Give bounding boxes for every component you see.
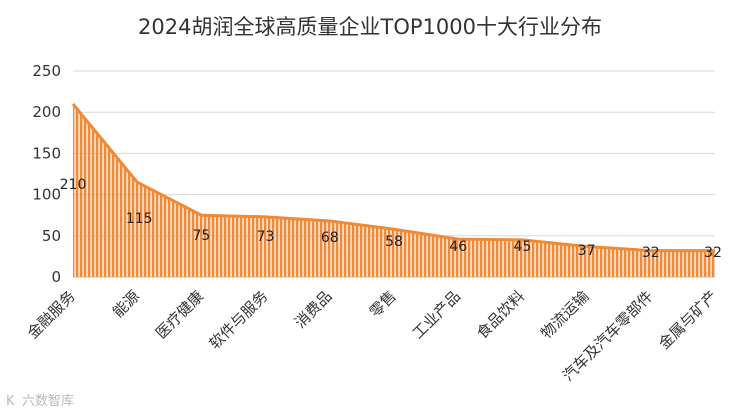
x-tick-label: 食品饮料 — [473, 287, 528, 342]
x-tick-label: 能源 — [109, 287, 143, 321]
data-label: 210 — [60, 177, 87, 193]
data-label: 32 — [704, 245, 722, 261]
x-tick-label: 医疗健康 — [152, 287, 207, 342]
data-labels: 210 115 75 73 68 58 46 45 37 32 32 — [60, 177, 722, 261]
x-tick-label: 金融服务 — [24, 287, 79, 342]
area-series — [71, 103, 715, 278]
y-tick-label: 100 — [32, 186, 61, 204]
data-label: 68 — [321, 230, 339, 246]
data-label: 45 — [513, 239, 531, 255]
data-label: 75 — [192, 228, 210, 244]
y-tick-label: 0 — [51, 268, 61, 286]
data-label: 32 — [642, 245, 660, 261]
data-label: 58 — [385, 234, 403, 250]
y-tick-label: 250 — [32, 62, 61, 80]
x-tick-label: 软件与服务 — [206, 287, 272, 353]
data-label: 73 — [257, 229, 275, 245]
data-label: 115 — [126, 211, 153, 227]
x-tick-label: 工业产品 — [409, 287, 464, 342]
watermark: K 六数智库 — [6, 393, 74, 409]
y-tick-label: 200 — [32, 103, 61, 121]
series-line — [71, 103, 715, 253]
chart-title: 2024胡润全球高质量企业TOP1000十大行业分布 — [138, 15, 602, 39]
data-label: 37 — [578, 243, 596, 259]
x-tick-label: 物流运输 — [537, 287, 592, 342]
x-tick-label: 金属与矿产 — [655, 287, 721, 353]
y-tick-label: 50 — [42, 227, 61, 245]
y-axis: 0 50 100 150 200 250 — [32, 62, 61, 286]
x-tick-label: 消费品 — [291, 287, 336, 332]
y-tick-label: 150 — [32, 144, 61, 162]
data-label: 46 — [449, 239, 467, 255]
watermark-logo: K — [6, 394, 15, 409]
area-hatch — [73, 103, 715, 278]
x-tick-label: 零售 — [366, 287, 400, 321]
watermark-text: 六数智库 — [22, 393, 74, 409]
